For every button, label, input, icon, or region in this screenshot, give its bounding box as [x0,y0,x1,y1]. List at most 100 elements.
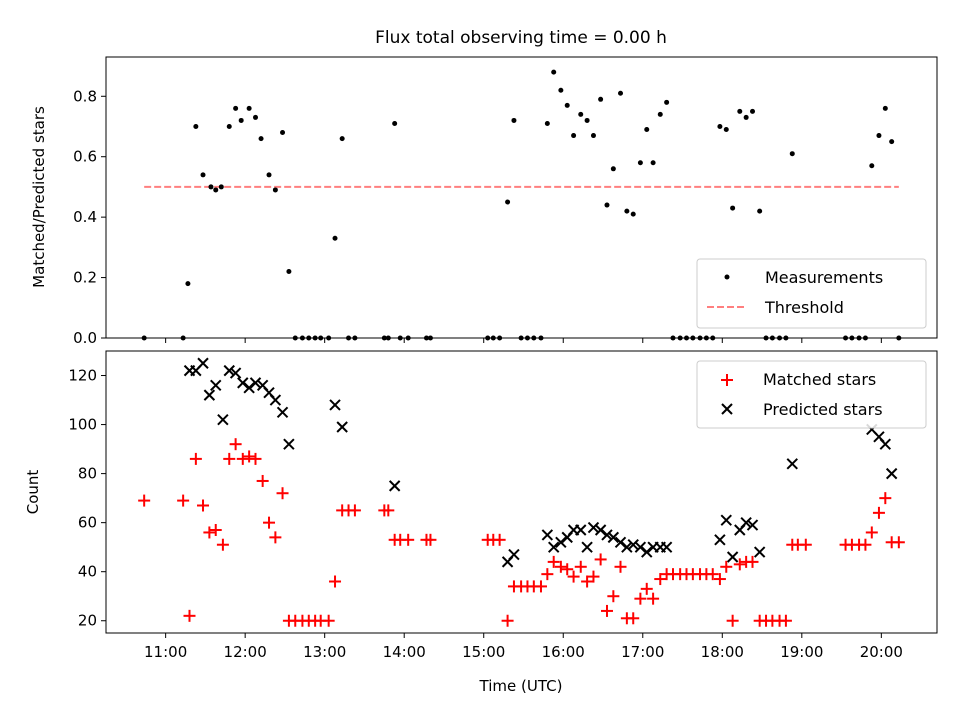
measurement-point [213,187,219,193]
measurement-point [743,114,749,120]
measurement-point [238,117,244,123]
measurement-point [584,117,590,123]
measurement-point [630,211,636,217]
measurement-point [657,111,663,117]
matched-star-point [594,553,607,566]
measurement-point [208,184,214,190]
measurement-point [637,160,643,166]
measurement-point [598,96,604,102]
matched-star-point [183,609,196,622]
matched-star-point [561,563,574,576]
measurement-point [200,172,206,178]
matched-star-point [627,612,640,625]
predicted-star-point [581,541,593,553]
predicted-star-point [627,539,639,551]
matched-star-point [706,568,719,581]
count-x-tick-label: 14:00 [383,643,426,661]
matched-star-point [872,506,885,519]
matched-star-point [534,580,547,593]
count-x-tick-label: 17:00 [621,643,664,661]
matched-star-point [276,487,289,500]
matched-star-point [329,575,342,588]
matched-star-point [269,531,282,544]
count-y-tick-label: 120 [68,367,97,385]
matched-stars-series [138,438,905,627]
count-x-tick-label: 13:00 [303,643,346,661]
measurement-point [253,114,259,120]
predicted-star-point [197,357,209,369]
predicted-star-point [217,413,229,426]
predicted-star-point [587,521,600,534]
predicted-star-point [249,377,262,389]
predicted-star-point [786,458,798,470]
ratio-legend: Measurements Threshold [696,258,927,329]
matched-star-point [733,558,746,571]
measurement-point [624,208,630,214]
matched-star-point [243,450,256,463]
count-legend-box [696,360,927,429]
ratio-x-axis [165,338,882,343]
matched-star-point [726,614,739,627]
predicted-stars-series [183,357,898,568]
measurement-point [644,127,650,133]
predicted-star-point [740,516,752,529]
predicted-star-point [879,438,892,450]
predicted-star-point [607,531,620,544]
measurement-point [618,90,624,96]
measurements-series [141,69,902,341]
matched-star-point [223,452,236,465]
predicted-star-point [614,536,627,548]
matched-star-point [382,504,395,517]
matched-star-point [746,555,759,568]
measurement-point [218,184,224,190]
ratio-y-axis-label: Matched/Predicted stars [30,106,48,288]
predicted-star-point [720,514,732,526]
predicted-star-point [555,536,567,548]
legend-label-measurements: Measurements [765,268,883,287]
matched-star-point [720,560,733,573]
measurement-point [272,187,278,193]
measurement-point [650,160,656,166]
predicted-star-point [203,389,216,401]
predicted-star-point [541,529,554,541]
measurement-point [578,111,584,117]
measurement-point [564,102,570,108]
matched-star-point [493,533,506,546]
predicted-star-point [329,399,341,411]
predicted-star-point [634,541,647,553]
matched-star-point [249,452,262,465]
measurement-point [280,130,286,136]
ratio-plot-frame [105,56,938,339]
matched-star-point [203,526,216,539]
count-x-tick-label: 19:00 [780,643,823,661]
measurement-point [511,117,517,123]
matched-star-point [567,570,580,583]
matched-star-point [634,592,647,605]
matched-star-point [859,538,872,551]
count-y-tick-label: 60 [78,514,97,532]
count-x-tick-label: 18:00 [701,643,744,661]
predicted-star-point [269,394,282,406]
measurement-point [558,87,564,93]
count-x-tick-label: 11:00 [144,643,187,661]
measurement-point [505,199,511,205]
measurement-point [869,163,875,169]
matched-star-point [402,533,415,546]
matched-star-point [256,474,269,487]
measurement-point [571,133,577,139]
ratio-panel: Flux total observing time = 0.00 h 0.00.… [30,28,938,347]
count-plot-frame [105,350,938,634]
count-x-tick-label: 16:00 [542,643,585,661]
measurement-point [185,281,191,287]
predicted-star-point [237,377,249,389]
predicted-star-point [726,551,739,563]
matched-star-point [424,533,437,546]
measurement-point [737,108,743,114]
count-legend: Matched stars Predicted stars [696,360,927,429]
count-panel: 20 40 60 80 100 120 11:00 12:00 13:00 14:00 15:00… [24,350,938,695]
measurement-point [246,105,252,111]
measurement-point [226,123,232,129]
ratio-y-tick-label: 0.4 [73,208,97,226]
legend-marker-measurements [724,274,730,280]
